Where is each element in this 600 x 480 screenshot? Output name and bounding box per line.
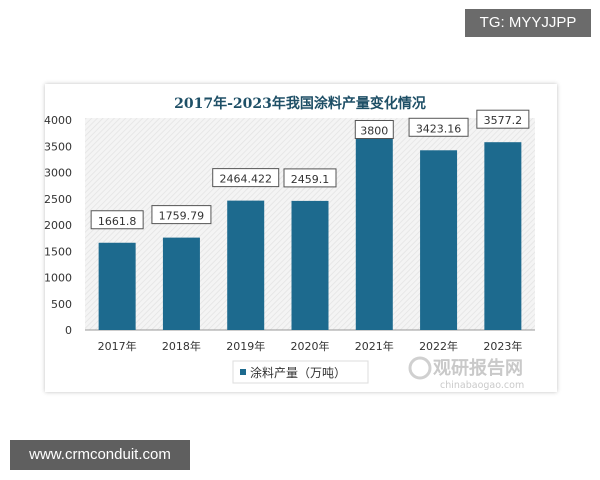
data-label-box (476, 109, 530, 129)
y-tick-label: 1500 (44, 245, 72, 258)
legend: 涂料产量（万吨） (232, 360, 369, 384)
data-label: 3577.2 (484, 114, 523, 127)
x-tick-label: 2017年 (98, 339, 137, 353)
logo-name: 观研报告网 (433, 357, 523, 379)
x-tick-label: 2021年 (355, 339, 394, 353)
x-tick-label: 2020年 (291, 339, 330, 353)
bar (291, 200, 329, 330)
logo: 观研报告网 chinabaogao.com (408, 356, 524, 391)
bar (98, 242, 136, 330)
data-label: 2459.1 (291, 173, 330, 186)
y-tick-label: 1000 (44, 272, 72, 285)
data-label-box (212, 168, 280, 188)
bar (420, 150, 458, 330)
x-tick-label: 2022年 (419, 339, 458, 353)
watermark-tg: TG: MYYJJPP (465, 9, 591, 37)
data-label: 1661.8 (98, 215, 137, 228)
logo-url: chinabaogao.com (440, 380, 524, 391)
bar (227, 200, 265, 330)
y-tick-label: 3500 (44, 140, 72, 153)
data-label: 3800 (360, 125, 388, 138)
y-tick-label: 4000 (44, 114, 72, 127)
y-tick-label: 3000 (44, 167, 72, 180)
y-tick-label: 2500 (44, 193, 72, 206)
data-label-box (408, 117, 469, 137)
data-label-box (283, 168, 337, 188)
y-tick-label: 2000 (44, 219, 72, 232)
y-tick-label: 0 (65, 324, 72, 337)
data-label: 1759.79 (159, 210, 205, 223)
data-label-box (90, 210, 144, 230)
x-tick-label: 2018年 (162, 339, 201, 353)
bar (355, 130, 393, 330)
x-tick-label: 2023年 (483, 339, 522, 353)
y-tick-label: 500 (51, 298, 72, 311)
data-label-box (354, 120, 394, 139)
x-tick-label: 2019年 (226, 339, 265, 353)
data-label: 3423.16 (416, 122, 462, 135)
watermark-site: www.crmconduit.com (10, 440, 190, 470)
chart-title: 2017年-2023年我国涂料产量变化情况 (174, 95, 426, 112)
legend-swatch (240, 369, 246, 375)
bar (484, 142, 522, 330)
data-label-box (151, 205, 212, 225)
data-label: 2464.422 (219, 173, 272, 186)
legend-label: 涂料产量（万吨） (250, 365, 346, 380)
bar (162, 237, 200, 330)
